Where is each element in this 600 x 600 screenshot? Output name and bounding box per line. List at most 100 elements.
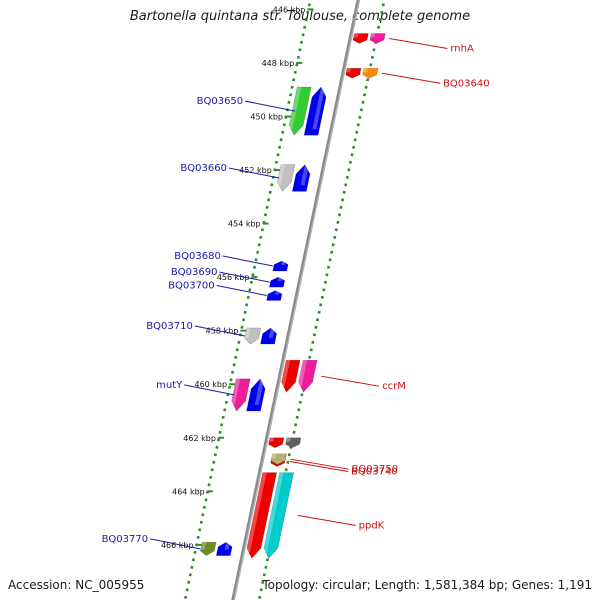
gene-label[interactable]: rnhA bbox=[450, 43, 474, 54]
feature-bq03700[interactable]: BQ03700 bbox=[168, 281, 283, 301]
gene-label-leader bbox=[216, 285, 267, 296]
genome-summary: Topology: circular; Length: 1,581,384 bp… bbox=[262, 578, 592, 592]
gene-arrow[interactable] bbox=[281, 359, 301, 393]
gene-label[interactable]: ppdK bbox=[359, 520, 385, 531]
gene-arrow[interactable] bbox=[298, 359, 318, 393]
gene-arrow-shine bbox=[271, 453, 277, 459]
gene-arrow-shine bbox=[363, 68, 369, 73]
gene-arrow[interactable] bbox=[303, 86, 327, 136]
gene-label[interactable]: BQ03770 bbox=[102, 534, 149, 545]
gene-arrow-shine bbox=[346, 68, 352, 73]
gene-arrow-shine bbox=[280, 360, 291, 387]
gene-arrow[interactable] bbox=[199, 541, 217, 556]
gene-label-leader bbox=[228, 167, 280, 179]
gene-arrow-shine bbox=[277, 277, 283, 282]
gene-label-leader bbox=[297, 514, 356, 526]
gene-arrow-shine bbox=[254, 378, 265, 405]
inner-tick-ring-left bbox=[184, 3, 311, 599]
gene-arrow[interactable] bbox=[231, 378, 251, 412]
gene-arrow-shine bbox=[370, 33, 376, 38]
gene-arrow-shine bbox=[276, 164, 285, 186]
gene-label[interactable]: BQ03650 bbox=[197, 96, 244, 107]
gene-arrow[interactable] bbox=[244, 327, 262, 345]
gene-label-leader bbox=[381, 72, 441, 84]
kbp-tick-label: 466 kbp bbox=[161, 541, 194, 550]
gene-label[interactable]: BQ03640 bbox=[443, 78, 490, 89]
gene-arrow-shine bbox=[286, 437, 291, 442]
feature-bq03650[interactable]: BQ03650 bbox=[197, 86, 327, 136]
kbp-tick-label: 454 kbp bbox=[228, 220, 261, 229]
feature-bq03750[interactable]: BQ03750 bbox=[270, 453, 399, 475]
gene-label[interactable]: BQ03750 bbox=[352, 464, 399, 475]
gene-arrow-shine bbox=[224, 542, 231, 550]
gene-arrow-shine bbox=[244, 327, 251, 339]
feature-bq03680[interactable]: BQ03680 bbox=[174, 251, 289, 272]
gene-label[interactable]: BQ03710 bbox=[146, 321, 193, 332]
feature-bq03690[interactable]: BQ03690 bbox=[171, 267, 286, 288]
gene-arrow[interactable] bbox=[369, 33, 386, 44]
feature-muty[interactable]: mutY bbox=[156, 378, 266, 412]
gene-label-leader bbox=[219, 271, 270, 283]
gene-label[interactable]: BQ03680 bbox=[174, 251, 221, 262]
feature-bq03710[interactable]: BQ03710 bbox=[146, 321, 277, 345]
gene-label-leader bbox=[289, 461, 349, 473]
kbp-tick-label: 456 kbp bbox=[217, 273, 250, 282]
gene-arrow[interactable] bbox=[291, 164, 311, 192]
gene-arrow[interactable] bbox=[263, 472, 295, 559]
gene-arrow-shine bbox=[269, 437, 274, 442]
gene-arrow[interactable] bbox=[288, 86, 312, 136]
feature-bq03770[interactable]: BQ03770 bbox=[102, 534, 233, 556]
gene-arrow[interactable] bbox=[276, 164, 296, 192]
gene-arrow-shine bbox=[288, 87, 302, 130]
gene-label[interactable]: ccrM bbox=[382, 381, 406, 392]
feature-rnha[interactable]: rnhA bbox=[352, 33, 474, 54]
gene-arrow-shine bbox=[246, 472, 267, 553]
kbp-tick-label: 464 kbp bbox=[172, 487, 205, 496]
gene-label-leader bbox=[184, 384, 235, 396]
gene-arrow-shine bbox=[297, 360, 308, 387]
gene-arrow[interactable] bbox=[268, 437, 285, 449]
gene-arrow[interactable] bbox=[285, 437, 302, 449]
gene-arrow-shine bbox=[280, 261, 286, 266]
gene-arrow[interactable] bbox=[260, 327, 277, 345]
feature-ccrm[interactable]: ccrM bbox=[280, 359, 406, 393]
gene-label[interactable]: mutY bbox=[156, 380, 183, 391]
gene-arrow[interactable] bbox=[362, 67, 379, 79]
gene-label[interactable]: BQ03660 bbox=[180, 163, 227, 174]
gene-label-leader bbox=[222, 255, 273, 267]
gene-arrow-shine bbox=[300, 164, 309, 186]
gene-arrow[interactable] bbox=[272, 260, 289, 272]
feature-bq03660[interactable]: BQ03660 bbox=[180, 163, 311, 192]
gene-arrow[interactable] bbox=[215, 541, 233, 556]
gene-arrow[interactable] bbox=[266, 290, 283, 301]
kbp-tick-label: 462 kbp bbox=[183, 434, 216, 443]
gene-arrow[interactable] bbox=[352, 33, 369, 44]
genome-backbone bbox=[231, 0, 361, 600]
gene-arrow-shine bbox=[230, 378, 241, 405]
genome-title: Bartonella quintana str. Toulouse, compl… bbox=[129, 9, 471, 24]
kbp-tick-label: 446 kbp bbox=[273, 5, 306, 14]
gene-label-leader bbox=[321, 375, 380, 387]
gene-label-leader bbox=[245, 100, 296, 112]
gene-arrow[interactable] bbox=[269, 276, 286, 288]
kbp-tick-label: 460 kbp bbox=[194, 380, 227, 389]
gene-arrow[interactable] bbox=[270, 453, 287, 465]
feature-bq03640[interactable]: BQ03640 bbox=[345, 67, 490, 89]
gene-label-leader bbox=[389, 37, 448, 49]
feature-ppdk[interactable]: ppdK bbox=[246, 472, 385, 559]
gene-arrow-shine bbox=[353, 33, 359, 38]
feature-unlabeled[interactable] bbox=[268, 437, 302, 449]
gene-label[interactable]: BQ03700 bbox=[168, 281, 215, 292]
accession-label: Accession: NC_005955 bbox=[8, 578, 145, 592]
gene-label[interactable]: BQ03690 bbox=[171, 267, 218, 278]
gene-arrow[interactable] bbox=[345, 67, 362, 79]
gene-arrow[interactable] bbox=[246, 378, 266, 412]
gene-label[interactable]: BQ03740 bbox=[351, 467, 398, 478]
gene-arrow-shine bbox=[268, 327, 275, 339]
backbone-highlight bbox=[233, 0, 360, 600]
gene-arrow[interactable] bbox=[246, 472, 278, 559]
gene-label-leader bbox=[150, 538, 201, 550]
kbp-tick-label: 452 kbp bbox=[239, 166, 272, 175]
